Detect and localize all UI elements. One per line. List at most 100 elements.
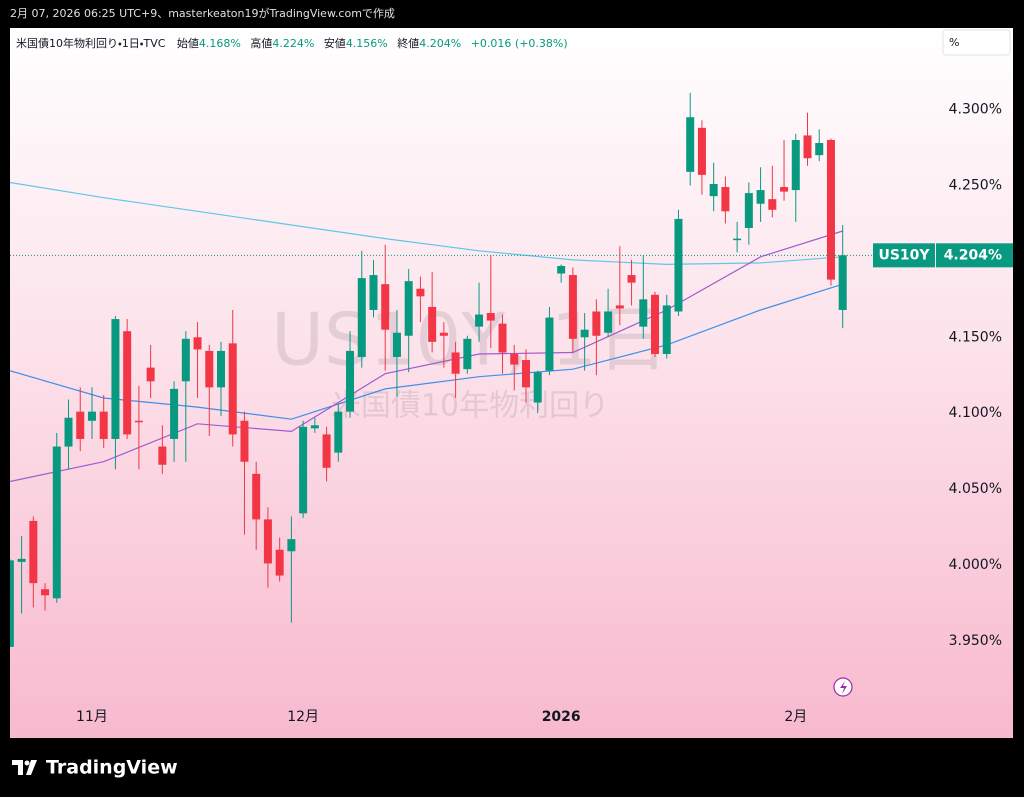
candle-body bbox=[521, 360, 530, 388]
candle-body bbox=[263, 519, 272, 564]
last-price-tag bbox=[936, 243, 1013, 268]
caption: 2月 07, 2026 06:25 UTC+9、masterkeaton19がT… bbox=[10, 6, 395, 20]
legend: 米国債10年物利回り・1日・TVC 始値4.168% 高値4.224% 安値4.… bbox=[16, 35, 574, 51]
candle-body bbox=[416, 288, 425, 297]
candle-body bbox=[627, 275, 636, 283]
candle-body bbox=[592, 311, 601, 336]
logo-mark bbox=[12, 760, 37, 775]
candle-body bbox=[780, 187, 789, 192]
candle-body bbox=[64, 417, 73, 447]
candle-body bbox=[721, 187, 730, 212]
candle-body bbox=[217, 350, 226, 388]
candle-body bbox=[615, 305, 624, 309]
candle-body bbox=[451, 352, 460, 374]
plot-area bbox=[10, 92, 847, 647]
candle-body bbox=[498, 323, 507, 353]
candle-body bbox=[580, 329, 589, 338]
candle-body bbox=[826, 139, 835, 280]
last-price-label: 4.204% bbox=[944, 247, 1002, 263]
moving-average bbox=[10, 283, 843, 420]
candle-body bbox=[287, 539, 296, 552]
candle-body bbox=[299, 426, 308, 514]
y-tick-label: 3.950% bbox=[949, 633, 1002, 649]
candle-body bbox=[87, 411, 96, 421]
candle-body bbox=[17, 558, 26, 562]
candle-body bbox=[111, 319, 120, 439]
y-tick-label: 4.250% bbox=[949, 178, 1002, 194]
candle-body bbox=[803, 135, 812, 159]
candle-body bbox=[674, 218, 683, 312]
percent-label: % bbox=[949, 36, 959, 49]
candle-body bbox=[463, 338, 472, 370]
y-tick-label: 4.100% bbox=[949, 405, 1002, 421]
candle-body bbox=[604, 311, 613, 333]
logo bbox=[12, 760, 37, 775]
percent-button[interactable] bbox=[942, 29, 1011, 56]
candle-body bbox=[545, 317, 554, 371]
chart-panel bbox=[10, 28, 1013, 738]
logo-text: TradingView bbox=[46, 757, 178, 779]
candle-body bbox=[369, 275, 378, 310]
legend-change: +0.016 (+0.38%) bbox=[470, 37, 568, 50]
legend-label: 安値 bbox=[323, 37, 346, 50]
candle-body bbox=[791, 139, 800, 191]
candle-body bbox=[838, 255, 847, 310]
candle-body bbox=[557, 265, 566, 274]
legend-label: 始値 bbox=[176, 37, 199, 50]
candle-body bbox=[733, 238, 742, 241]
candle-body bbox=[123, 331, 132, 435]
candle-body bbox=[639, 299, 648, 327]
legend-value: 4.156% bbox=[345, 37, 388, 50]
candle-body bbox=[170, 388, 179, 439]
candle-body bbox=[76, 411, 85, 439]
candle-body bbox=[99, 411, 108, 439]
candle-body bbox=[275, 549, 284, 576]
legend-value: 4.224% bbox=[272, 37, 315, 50]
candle-body bbox=[510, 353, 519, 365]
candle-body bbox=[404, 281, 413, 336]
candle-body bbox=[240, 420, 249, 462]
x-tick-label: 2026 bbox=[542, 709, 581, 725]
logo-dot bbox=[24, 760, 30, 766]
moving-average bbox=[10, 181, 843, 266]
legend-value: 4.204% bbox=[419, 37, 462, 50]
symbol-tag-text: US10Y bbox=[878, 247, 930, 263]
event-bolt bbox=[840, 681, 847, 694]
candle-body bbox=[346, 350, 355, 412]
symbol-tag bbox=[873, 243, 935, 268]
candle-body bbox=[756, 190, 765, 204]
candle-body bbox=[768, 199, 777, 210]
candle-body bbox=[146, 367, 155, 382]
y-tick-label: 4.150% bbox=[949, 329, 1002, 345]
candle-body bbox=[52, 446, 61, 599]
candle-body bbox=[381, 284, 390, 330]
legend-label: 終値 bbox=[397, 37, 420, 50]
candle-body bbox=[310, 425, 319, 429]
x-tick-label: 12月 bbox=[287, 709, 319, 725]
candle-body bbox=[322, 434, 331, 468]
candle-body bbox=[651, 294, 660, 354]
candle-body bbox=[357, 278, 366, 358]
candle-body bbox=[158, 446, 167, 465]
candle-body bbox=[41, 589, 50, 596]
candle-body bbox=[486, 313, 495, 321]
watermark-name: 米国債10年物利回り bbox=[331, 389, 609, 424]
candle-body bbox=[744, 193, 753, 229]
y-tick-label: 4.000% bbox=[949, 557, 1002, 573]
legend-value: 4.168% bbox=[198, 37, 241, 50]
candle-body bbox=[686, 117, 695, 172]
candle-body bbox=[134, 420, 143, 423]
candle-body bbox=[181, 338, 190, 382]
x-tick-label: 11月 bbox=[76, 709, 108, 725]
candle-body bbox=[568, 275, 577, 339]
candle-body bbox=[252, 473, 261, 520]
candle-body bbox=[10, 560, 14, 647]
candle-body bbox=[228, 343, 237, 435]
candle-body bbox=[697, 127, 706, 175]
legend-title: 米国債10年物利回り・1日・TVC bbox=[16, 37, 166, 50]
y-tick-label: 4.300% bbox=[949, 102, 1002, 118]
candle-body bbox=[815, 143, 824, 156]
candle-body bbox=[475, 314, 484, 327]
candle-body bbox=[29, 520, 38, 584]
